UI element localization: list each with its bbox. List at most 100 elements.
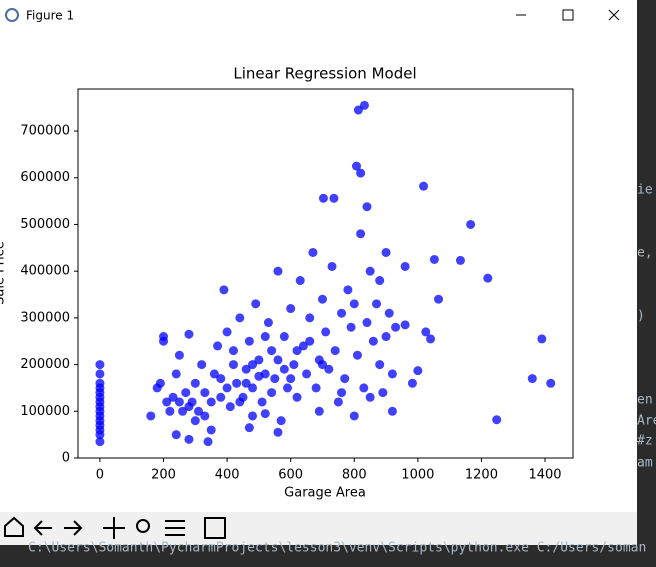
point: [254, 355, 264, 365]
forward-button[interactable]: [64, 520, 83, 536]
y-tick-label: 600000: [20, 170, 70, 185]
point: [400, 261, 410, 271]
y-tick-label: 300000: [20, 310, 70, 325]
point: [206, 425, 216, 435]
point: [155, 378, 165, 388]
pan-button[interactable]: [103, 517, 125, 539]
point: [248, 383, 258, 393]
point: [174, 397, 184, 407]
point: [286, 304, 296, 314]
y-axis-label: Sale Price: [0, 241, 8, 305]
point: [228, 360, 238, 370]
maximize-button[interactable]: [562, 9, 574, 21]
point: [343, 285, 353, 295]
point: [206, 397, 216, 407]
point: [337, 388, 347, 398]
point: [181, 388, 191, 398]
point: [375, 360, 385, 370]
point: [466, 219, 476, 229]
point: [327, 261, 337, 271]
point: [273, 355, 283, 365]
point: [352, 350, 362, 360]
point: [317, 360, 327, 370]
point: [216, 374, 226, 384]
point: [365, 266, 375, 276]
point: [95, 378, 105, 388]
plot: Linear Regression Model Garage Area Sale…: [0, 65, 574, 501]
point: [273, 427, 283, 437]
point: [235, 397, 245, 407]
point: [317, 294, 327, 304]
y-tick-label: 100000: [20, 404, 70, 419]
point: [365, 392, 375, 402]
y-tick-label: 500000: [20, 217, 70, 232]
point: [165, 406, 175, 416]
point: [260, 409, 270, 419]
point: [267, 388, 277, 398]
point: [241, 364, 251, 374]
point: [168, 392, 178, 402]
point: [455, 255, 465, 265]
point: [95, 369, 105, 379]
point: [381, 247, 391, 257]
point: [384, 308, 394, 318]
point: [197, 360, 207, 370]
point: [362, 318, 372, 328]
point: [184, 434, 194, 444]
point: [232, 378, 242, 388]
point: [200, 388, 210, 398]
point: [362, 202, 372, 212]
point: [330, 346, 340, 356]
point: [184, 402, 194, 412]
point: [346, 322, 356, 332]
toolbar-icons: [4, 516, 226, 539]
point: [305, 336, 315, 346]
ide-text: ie: [637, 183, 653, 198]
point: [279, 364, 289, 374]
point: [349, 299, 359, 309]
point: [219, 285, 229, 295]
point: [391, 322, 401, 332]
point: [434, 294, 444, 304]
save-button[interactable]: [204, 517, 226, 539]
x-axis-label: Garage Area: [284, 486, 366, 501]
point: [356, 229, 366, 239]
ide-text: Are: [637, 414, 656, 429]
y-tick-label: 700000: [20, 124, 70, 139]
point: [337, 308, 347, 318]
point: [407, 378, 417, 388]
point: [260, 332, 270, 342]
point: [302, 369, 312, 379]
point: [429, 254, 439, 264]
point: [254, 371, 264, 381]
point: [375, 276, 385, 286]
point: [378, 388, 388, 398]
point: [146, 411, 156, 421]
point: [235, 313, 245, 323]
point: [279, 332, 289, 342]
point: [368, 336, 378, 346]
point: [289, 360, 299, 370]
point: [190, 416, 200, 426]
point: [95, 360, 105, 370]
home-button[interactable]: [4, 516, 24, 537]
point: [329, 193, 339, 203]
close-button[interactable]: [608, 9, 620, 21]
x-tick-label: 1000: [401, 468, 434, 483]
point: [400, 320, 410, 330]
point: [263, 318, 273, 328]
point: [333, 397, 343, 407]
back-button[interactable]: [33, 520, 52, 536]
point: [184, 329, 194, 339]
point: [273, 266, 283, 276]
console-line: C:\Users\Somanth\PycharmProjects\lesson3…: [28, 541, 646, 556]
configure-button[interactable]: [165, 520, 185, 536]
point: [248, 360, 258, 370]
point: [372, 299, 382, 309]
zoom-button[interactable]: [136, 519, 150, 533]
x-tick-label: 1400: [528, 468, 561, 483]
point: [241, 378, 251, 388]
x-tick-label: 1200: [465, 468, 498, 483]
y-tick-label: 200000: [20, 357, 70, 372]
